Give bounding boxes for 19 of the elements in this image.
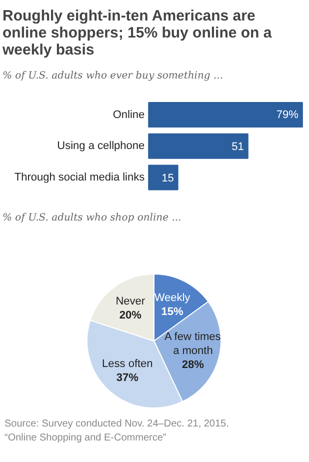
slice-label: Less often — [102, 358, 153, 370]
data-label: 51 — [232, 141, 244, 154]
slice-label: A few times a month — [164, 330, 222, 357]
slice-label: Never — [116, 295, 146, 308]
y-tick-label: Online — [112, 108, 145, 121]
y-tick-label: Through social media links — [14, 172, 146, 184]
data-label: 37% — [116, 372, 139, 384]
data-label: 20% — [119, 309, 142, 322]
data-label: 15 — [162, 172, 174, 185]
slice-label: Weekly — [154, 292, 191, 304]
data-label: 79% — [276, 108, 299, 121]
source-note: Source: Survey conducted Nov. 24–Dec. 21, 2015. — [4, 418, 229, 430]
y-tick-label: Using a cellphone — [57, 140, 145, 152]
chart-subtitle: % of U.S. adults who shop online ... — [2, 212, 182, 224]
chart-title: Roughly eight-in-ten Americans are online shoppers; 15% buy online on a weekly basis — [2, 8, 272, 58]
data-label: 15% — [161, 306, 184, 318]
data-label: 28% — [182, 358, 204, 371]
chart-subtitle: % of U.S. adults who ever buy something ... — [2, 70, 224, 82]
text: “Online Shopping and E-Commerce” — [4, 432, 166, 444]
